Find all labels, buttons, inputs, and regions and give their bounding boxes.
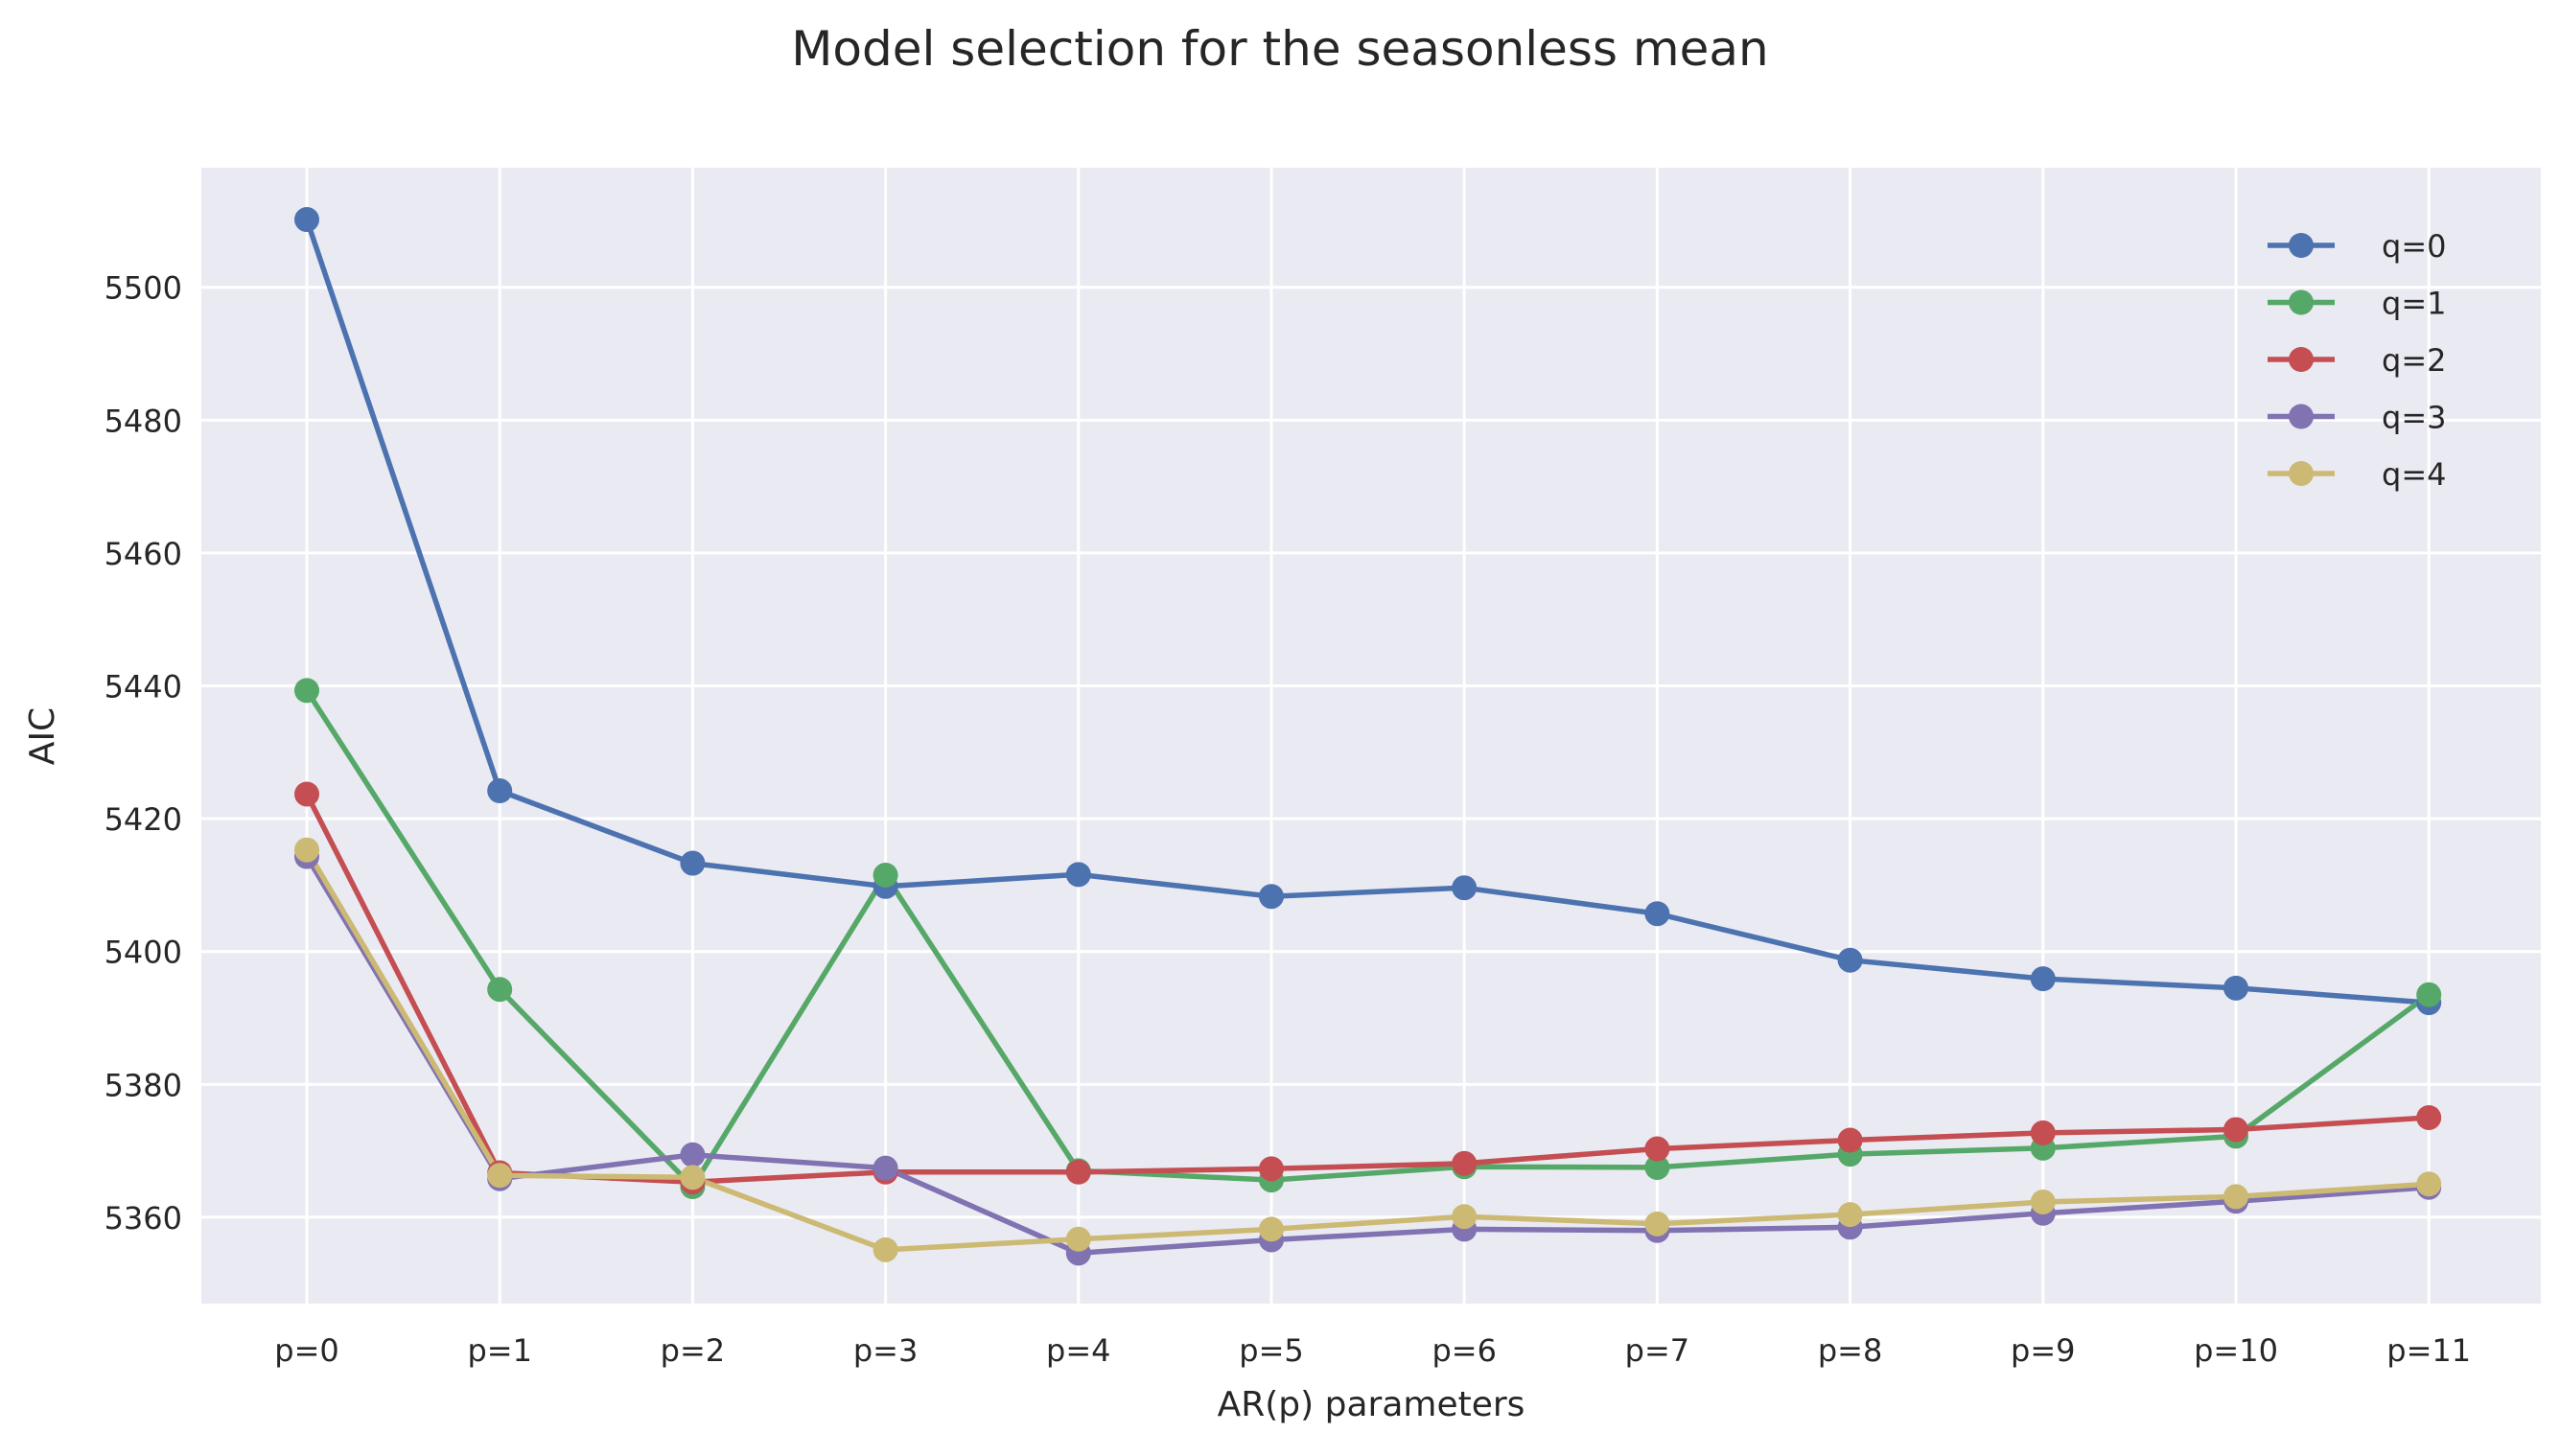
y-tick-label: 5460 (105, 536, 182, 572)
data-point (2030, 966, 2056, 992)
data-point (2416, 982, 2442, 1007)
data-point (680, 1142, 706, 1167)
data-point (1065, 862, 1091, 888)
x-tick-label: p=0 (274, 1332, 338, 1369)
data-point (873, 1155, 898, 1181)
legend: q=0 q=1 q=2 q=3 q=4 (2268, 228, 2446, 493)
x-axis-ticks: p=0 p=1 p=2 p=3 p=4 p=5 p=6 p=7 p=8 p=9 p=10 p=11 (274, 1332, 2471, 1369)
plot-area (201, 168, 2541, 1304)
x-tick-label: p=3 (853, 1332, 918, 1369)
chart-title: Model selection for the seasonless mean (791, 21, 1768, 77)
legend-marker (2289, 461, 2314, 486)
data-point (1452, 1150, 1478, 1176)
data-point (2223, 1117, 2248, 1143)
gridlines (201, 168, 2541, 1304)
series-line-q=3 (304, 855, 2430, 1257)
data-point (1837, 1127, 1863, 1153)
data-point (2416, 1171, 2442, 1197)
data-point (2030, 1120, 2056, 1145)
y-tick-label: 5500 (105, 270, 182, 307)
legend-label: q=2 (2382, 342, 2446, 379)
data-point (294, 678, 319, 704)
y-tick-label: 5420 (105, 801, 182, 838)
data-point (2030, 1189, 2056, 1214)
legend-label: q=4 (2382, 456, 2446, 493)
data-point (680, 1165, 706, 1190)
x-tick-label: p=1 (467, 1332, 531, 1369)
data-point (1644, 1136, 1670, 1162)
x-tick-label: p=9 (2011, 1332, 2075, 1369)
series-line-q=0 (304, 219, 2430, 1005)
data-point (680, 850, 706, 876)
y-tick-label: 5440 (105, 669, 182, 705)
data-point (2223, 975, 2248, 1001)
x-tick-label: p=5 (1239, 1332, 1303, 1369)
data-point (294, 837, 319, 863)
data-point (1644, 901, 1670, 927)
data-point (294, 781, 319, 807)
legend-marker (2289, 347, 2314, 372)
data-point (2223, 1184, 2248, 1210)
data-point (1644, 1211, 1670, 1236)
series-lines (304, 219, 2431, 1257)
series-line-q=1 (304, 688, 2431, 1190)
x-tick-label: p=10 (2194, 1332, 2278, 1369)
series-line-q=2 (304, 793, 2430, 1185)
x-tick-label: p=11 (2386, 1332, 2471, 1369)
data-point (873, 863, 898, 889)
data-point (1065, 1226, 1091, 1252)
data-point (487, 977, 513, 1003)
legend-label: q=3 (2382, 400, 2446, 436)
x-tick-label: p=6 (1431, 1332, 1496, 1369)
data-point (1259, 1216, 1284, 1242)
y-axis-label: AIC (23, 707, 62, 765)
data-point (873, 1236, 898, 1262)
legend-marker (2289, 233, 2314, 258)
data-point (1644, 1154, 1670, 1180)
legend-label: q=0 (2382, 228, 2446, 265)
y-tick-label: 5360 (105, 1200, 182, 1236)
data-point (487, 1163, 513, 1189)
data-point (294, 207, 319, 233)
x-tick-label: p=2 (661, 1332, 725, 1369)
data-point (1837, 1202, 1863, 1228)
data-point (1452, 875, 1478, 901)
legend-label: q=1 (2382, 286, 2446, 322)
x-tick-label: p=4 (1046, 1332, 1110, 1369)
x-axis-label: AR(p) parameters (1218, 1385, 1525, 1424)
y-tick-label: 5380 (105, 1067, 182, 1103)
series-points (294, 207, 2442, 1266)
data-point (2416, 1104, 2442, 1130)
data-point (1452, 1204, 1478, 1230)
legend-marker (2289, 289, 2314, 315)
data-point (1259, 1156, 1284, 1182)
data-point (1837, 947, 1863, 973)
x-tick-label: p=8 (1818, 1332, 1882, 1369)
legend-marker (2289, 404, 2314, 429)
data-point (1065, 1159, 1091, 1185)
data-point (487, 778, 513, 804)
y-tick-label: 5400 (105, 935, 182, 971)
y-tick-label: 5480 (105, 403, 182, 439)
data-point (1259, 884, 1284, 910)
y-axis-ticks: 5360 5380 5400 5420 5440 5460 5480 5500 (105, 270, 182, 1236)
series-line-q=4 (304, 848, 2430, 1253)
x-tick-label: p=7 (1625, 1332, 1689, 1369)
